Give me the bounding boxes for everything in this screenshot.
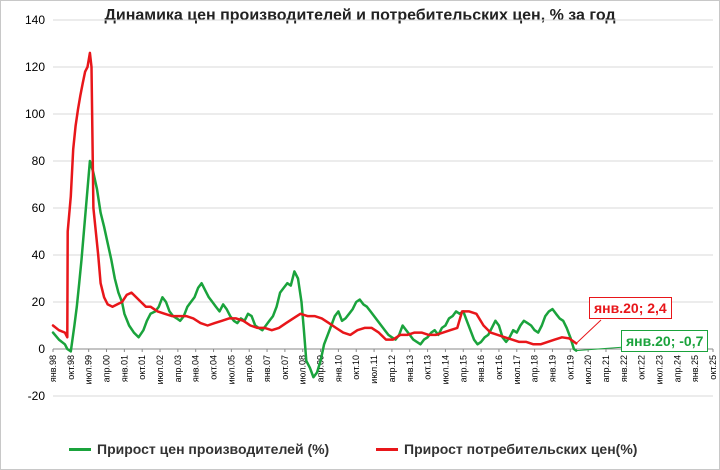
grid: [53, 19, 713, 397]
x-tick-label: янв.07: [262, 355, 272, 382]
x-tick-label: апр.00: [102, 355, 112, 382]
x-tick-label: июл.11: [369, 355, 379, 384]
x-tick-label: июл.08: [298, 355, 308, 384]
y-tick-label: 80: [32, 154, 46, 168]
x-tick-label: апр.03: [173, 355, 183, 382]
x-tick-label: янв.98: [48, 355, 58, 382]
series-line-cpi: [51, 51, 578, 346]
x-tick-label: янв.25: [690, 355, 700, 382]
x-tick-label: июл.05: [226, 355, 236, 384]
x-tick-label: окт.07: [280, 355, 290, 380]
y-tick-label: 40: [32, 248, 46, 262]
x-tick-label: окт.98: [66, 355, 76, 380]
legend-swatch-ppi: [69, 447, 91, 451]
legend-item-ppi: Прирост цен производителей (%): [69, 441, 329, 457]
annotation-leaders: [575, 319, 626, 352]
x-tick-label: янв.19: [547, 355, 557, 382]
series-line-ppi: [51, 159, 578, 379]
x-tick-label: окт.22: [637, 355, 647, 380]
annotation-leader: [576, 346, 626, 352]
series-lines: [51, 51, 578, 379]
y-tick-label: -20: [28, 389, 46, 403]
x-tick-label: апр.21: [601, 355, 611, 382]
x-tick-label: янв.22: [619, 355, 629, 382]
x-tick-label: янв.01: [119, 355, 129, 382]
annotation-cpi-label: янв.20; 2,4: [589, 297, 672, 319]
x-tick-label: окт.01: [137, 355, 147, 380]
x-tick-label: июл.99: [84, 355, 94, 384]
x-tick-label: июл.14: [440, 355, 450, 384]
x-tick-label: янв.16: [476, 355, 486, 382]
y-tick-label: 100: [25, 107, 45, 121]
x-tick-label: окт.10: [351, 355, 361, 380]
y-tick-label: 0: [38, 342, 45, 356]
annotation-leader: [575, 319, 602, 344]
x-tick-label: окт.04: [209, 355, 219, 380]
x-tick-label: июл.17: [512, 355, 522, 384]
annotation-ppi-label: янв.20; -0,7: [621, 330, 709, 352]
x-tick-label: апр.06: [244, 355, 254, 382]
x-tick-label: июл.02: [155, 355, 165, 384]
y-tick-label: 120: [25, 60, 45, 74]
x-tick-label: апр.15: [458, 355, 468, 382]
x-tick-label: окт.19: [565, 355, 575, 380]
legend-swatch-cpi: [376, 447, 398, 451]
legend-label-ppi: Прирост цен производителей (%): [97, 441, 330, 457]
chart-plot-area: -20 0 20 40 60 80 100 120 140 янв.98 окт.98 июл.99…: [25, 13, 718, 403]
y-tick-label: 140: [25, 13, 45, 27]
x-tick-label: янв.13: [405, 355, 415, 382]
x-tick-label: апр.12: [387, 355, 397, 382]
y-tick-label: 60: [32, 201, 46, 215]
y-axis: -20 0 20 40 60 80 100 120 140: [25, 13, 45, 403]
x-tick-label: апр.18: [530, 355, 540, 382]
legend-item-cpi: Прирост потребительских цен(%): [376, 441, 637, 457]
x-tick-label: июл.23: [654, 355, 664, 384]
x-tick-label: апр.24: [672, 355, 682, 382]
x-tick-label: янв.10: [333, 355, 343, 382]
x-tick-label: янв.04: [191, 355, 201, 382]
x-tick-label: июл.20: [583, 355, 593, 384]
y-tick-label: 20: [32, 295, 46, 309]
x-tick-label: апр.09: [316, 355, 326, 382]
legend-label-cpi: Прирост потребительских цен(%): [404, 441, 638, 457]
x-tick-label: окт.16: [494, 355, 504, 380]
legend: Прирост цен производителей (%) Прирост п…: [1, 441, 719, 461]
x-tick-label: окт.25: [708, 355, 718, 380]
x-tick-label: окт.13: [423, 355, 433, 380]
x-axis: янв.98 окт.98 июл.99 апр.00 янв.01 окт.01 июл.…: [48, 349, 718, 384]
